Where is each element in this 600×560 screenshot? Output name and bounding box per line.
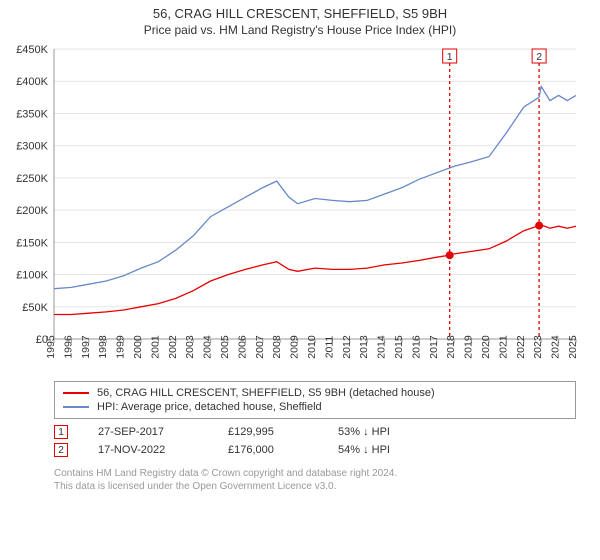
svg-text:2008: 2008 [271, 335, 283, 359]
footnote: Contains HM Land Registry data © Crown c… [54, 467, 576, 493]
svg-text:2005: 2005 [219, 335, 231, 359]
svg-text:2009: 2009 [289, 335, 301, 359]
svg-text:1998: 1998 [97, 335, 109, 359]
svg-text:£150K: £150K [16, 237, 48, 249]
svg-text:2002: 2002 [167, 335, 179, 359]
sale-date: 17-NOV-2022 [98, 444, 198, 456]
svg-text:2013: 2013 [358, 335, 370, 359]
svg-text:2010: 2010 [306, 335, 318, 359]
svg-text:2016: 2016 [410, 335, 422, 359]
svg-text:2025: 2025 [567, 335, 579, 359]
svg-text:£100K: £100K [16, 270, 48, 282]
svg-text:1995: 1995 [45, 335, 57, 359]
legend-item: HPI: Average price, detached house, Shef… [63, 400, 567, 414]
footnote-line: Contains HM Land Registry data © Crown c… [54, 467, 576, 480]
svg-text:2021: 2021 [497, 335, 509, 359]
svg-text:2015: 2015 [393, 335, 405, 359]
svg-text:2022: 2022 [515, 335, 527, 359]
chart-title: 56, CRAG HILL CRESCENT, SHEFFIELD, S5 9B… [0, 0, 600, 21]
svg-text:2019: 2019 [463, 335, 475, 359]
svg-text:2007: 2007 [254, 335, 266, 359]
svg-text:2: 2 [536, 51, 542, 63]
sale-row: 1 27-SEP-2017 £129,995 53% ↓ HPI [54, 425, 576, 439]
svg-text:2020: 2020 [480, 335, 492, 359]
sale-price: £176,000 [228, 444, 308, 456]
svg-text:1: 1 [447, 51, 453, 63]
sale-hpi: 54% ↓ HPI [338, 444, 428, 456]
svg-text:£50K: £50K [22, 302, 48, 314]
sale-marker-box: 1 [54, 425, 68, 439]
svg-text:2014: 2014 [376, 335, 388, 359]
svg-text:2017: 2017 [428, 335, 440, 359]
sale-marker-box: 2 [54, 443, 68, 457]
svg-text:1997: 1997 [80, 335, 92, 359]
svg-text:2018: 2018 [445, 335, 457, 359]
legend-label: HPI: Average price, detached house, Shef… [97, 401, 322, 413]
legend-swatch [63, 392, 89, 394]
sale-date: 27-SEP-2017 [98, 426, 198, 438]
legend-label: 56, CRAG HILL CRESCENT, SHEFFIELD, S5 9B… [97, 387, 435, 399]
sale-hpi: 53% ↓ HPI [338, 426, 428, 438]
legend-swatch [63, 406, 89, 408]
svg-text:£250K: £250K [16, 173, 48, 185]
chart-subtitle: Price paid vs. HM Land Registry's House … [0, 21, 600, 43]
svg-text:£450K: £450K [16, 44, 48, 56]
svg-text:2024: 2024 [550, 335, 562, 359]
footnote-line: This data is licensed under the Open Gov… [54, 480, 576, 493]
svg-text:2000: 2000 [132, 335, 144, 359]
sale-price: £129,995 [228, 426, 308, 438]
svg-text:£350K: £350K [16, 108, 48, 120]
svg-text:2004: 2004 [202, 335, 214, 359]
svg-text:2011: 2011 [323, 336, 335, 359]
legend: 56, CRAG HILL CRESCENT, SHEFFIELD, S5 9B… [54, 381, 576, 419]
sale-marker-number: 1 [58, 427, 64, 438]
sale-row: 2 17-NOV-2022 £176,000 54% ↓ HPI [54, 443, 576, 457]
svg-text:1996: 1996 [62, 335, 74, 359]
svg-text:2012: 2012 [341, 335, 353, 359]
legend-item: 56, CRAG HILL CRESCENT, SHEFFIELD, S5 9B… [63, 386, 567, 400]
svg-text:£300K: £300K [16, 141, 48, 153]
chart-container: 56, CRAG HILL CRESCENT, SHEFFIELD, S5 9B… [0, 0, 600, 493]
svg-text:2003: 2003 [184, 335, 196, 359]
svg-text:2001: 2001 [149, 335, 161, 359]
svg-text:1999: 1999 [115, 335, 127, 359]
svg-text:£200K: £200K [16, 205, 48, 217]
line-chart: £0£50K£100K£150K£200K£250K£300K£350K£400… [0, 43, 600, 373]
svg-text:2023: 2023 [532, 335, 544, 359]
svg-text:£400K: £400K [16, 76, 48, 88]
sale-marker-number: 2 [58, 445, 64, 456]
svg-text:2006: 2006 [236, 335, 248, 359]
